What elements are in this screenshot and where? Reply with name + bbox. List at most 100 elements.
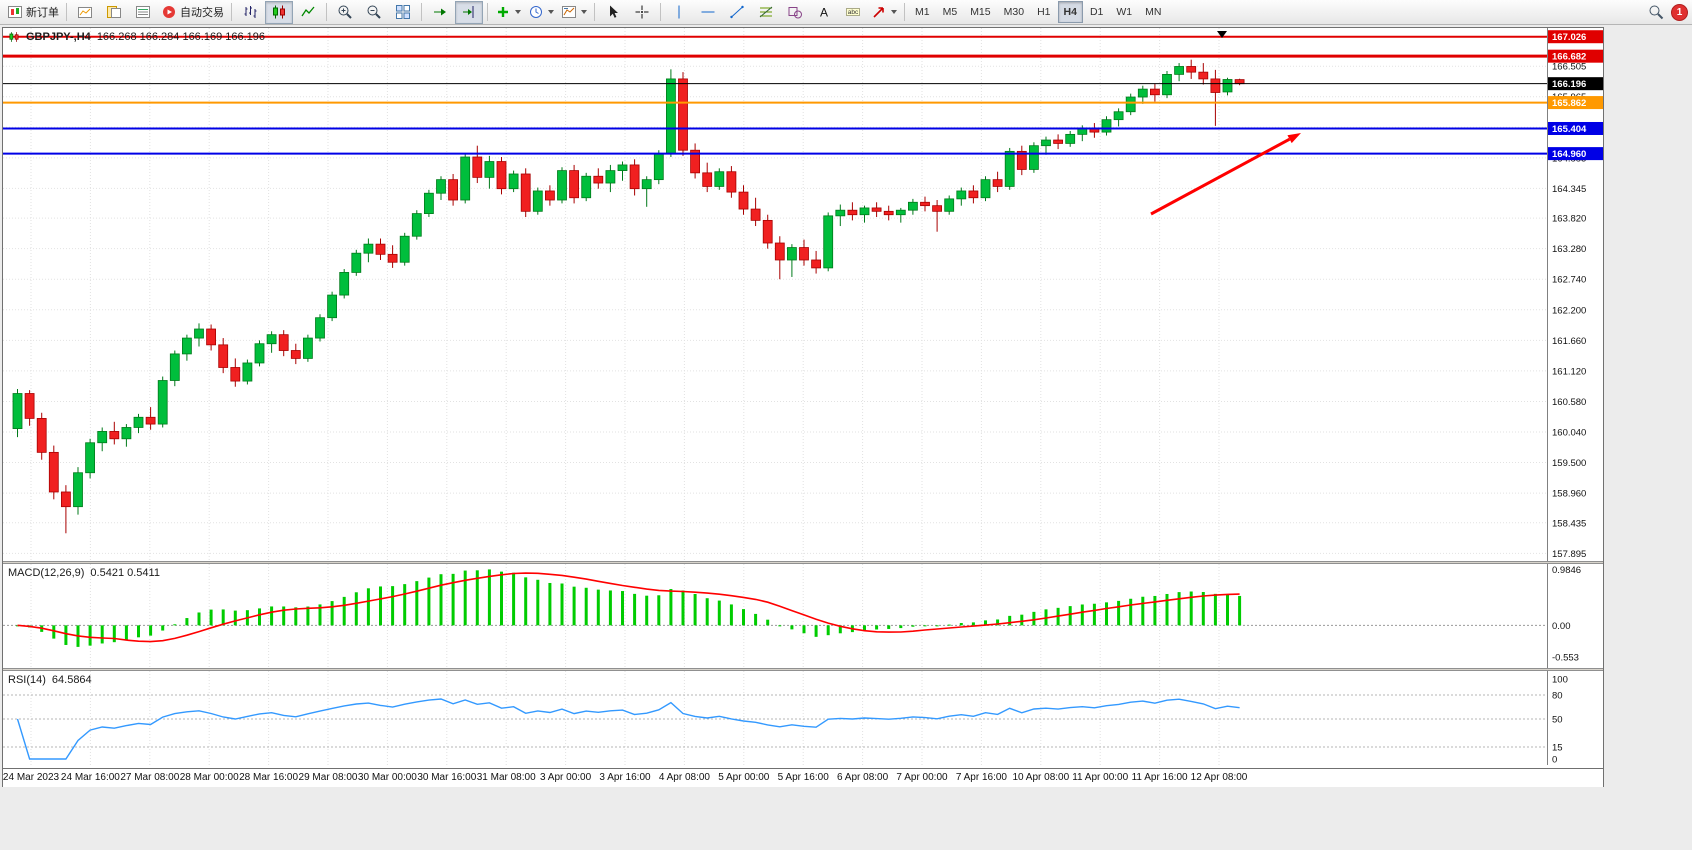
cursor-button[interactable] <box>599 1 627 24</box>
templates-button[interactable] <box>558 1 590 24</box>
main-price-pane[interactable]: 166.505165.965165.425164.885164.345163.8… <box>3 28 1603 561</box>
toolbar-separator <box>904 3 905 21</box>
toolbar-separator <box>66 3 67 21</box>
svg-text:-0.553: -0.553 <box>1552 652 1579 663</box>
chart-shift-button[interactable] <box>455 0 483 24</box>
time-axis[interactable]: 24 Mar 2023 24 Mar 16:00 27 Mar 08:00 28 Ma… <box>3 768 1603 787</box>
svg-text:158.960: 158.960 <box>1552 489 1586 500</box>
svg-text:A: A <box>820 6 828 20</box>
svg-text:15: 15 <box>1552 743 1563 754</box>
crosshair-button[interactable] <box>628 1 656 24</box>
trendline-tool-button[interactable] <box>723 1 751 24</box>
crosshair-icon <box>634 4 650 20</box>
chart-shift-icon <box>461 4 477 20</box>
toolbar-separator <box>660 3 661 21</box>
shift-marker-icon <box>1217 31 1227 38</box>
price-badge <box>1548 30 1603 44</box>
x-axis-label: 30 Mar 16:00 <box>417 772 477 783</box>
toolbar-separator <box>594 3 595 21</box>
timeframe-d1-button[interactable]: D1 <box>1089 6 1104 18</box>
new-order-label: 新订单 <box>26 7 59 19</box>
arrow-tool-icon <box>871 4 887 20</box>
autotrading-button[interactable]: 自动交易 <box>158 1 227 24</box>
chart-symbol-icon <box>8 31 20 43</box>
notification-badge[interactable]: 1 <box>1671 3 1688 21</box>
x-axis-label: 28 Mar 16:00 <box>239 772 299 783</box>
bar-chart-button[interactable] <box>236 1 264 24</box>
new-chart-button[interactable] <box>71 1 99 24</box>
candlestick-chart-button[interactable] <box>265 0 293 24</box>
price-badge <box>1548 77 1603 91</box>
price-badge <box>1548 121 1603 135</box>
x-axis-label: 11 Apr 00:00 <box>1072 772 1129 783</box>
x-axis-label: 7 Apr 16:00 <box>955 772 1007 783</box>
svg-text:163.820: 163.820 <box>1552 214 1586 225</box>
svg-text:166.682: 166.682 <box>1552 52 1586 63</box>
toolbar: 新订单 自动交易 A abc M1 M5 M15 M30 H1 H4 D1 W1… <box>0 0 1692 25</box>
rsi-line <box>16 698 1240 760</box>
zoom-out-button[interactable] <box>360 1 388 24</box>
timeframe-h4-button[interactable]: H4 <box>1057 1 1083 23</box>
pane-separator[interactable] <box>3 561 1603 564</box>
shapes-tool-button[interactable] <box>781 1 809 24</box>
price-badge <box>1548 147 1603 161</box>
x-axis-label: 7 Apr 00:00 <box>896 772 948 783</box>
tile-windows-button[interactable] <box>389 1 417 24</box>
macd-indicator-name: MACD(12,26,9) <box>8 567 85 579</box>
macd-histogram <box>16 569 1242 647</box>
svg-text:161.120: 161.120 <box>1552 366 1586 377</box>
macd-signal-line <box>17 572 1240 643</box>
vertical-line-tool-button[interactable] <box>665 1 693 24</box>
periods-button[interactable] <box>525 1 557 24</box>
svg-text:80: 80 <box>1552 691 1563 702</box>
label-icon: abc <box>845 4 861 20</box>
timeframe-m30-button[interactable]: M30 <box>1003 6 1025 18</box>
zoom-in-button[interactable] <box>331 1 359 24</box>
svg-text:165.862: 165.862 <box>1552 98 1586 109</box>
svg-text:100: 100 <box>1552 675 1568 686</box>
horizontal-line-tool-button[interactable] <box>694 1 722 24</box>
trendline-icon <box>729 4 745 20</box>
auto-scroll-button[interactable] <box>426 1 454 24</box>
x-axis-label: 5 Apr 16:00 <box>777 772 829 783</box>
svg-text:167.026: 167.026 <box>1552 32 1586 43</box>
new-chart-icon <box>77 4 93 20</box>
timeframe-m5-button[interactable]: M5 <box>942 6 958 18</box>
x-axis-label: 24 Mar 16:00 <box>60 772 120 783</box>
svg-text:166.196: 166.196 <box>1552 79 1586 90</box>
auto-scroll-icon <box>432 4 448 20</box>
x-axis-label: 24 Mar 2023 <box>2 772 60 783</box>
indicators-button[interactable] <box>492 1 524 24</box>
timeframe-m15-button[interactable]: M15 <box>970 6 991 18</box>
pane-separator[interactable] <box>3 668 1603 671</box>
vertical-line-icon <box>671 4 687 20</box>
svg-text:165.404: 165.404 <box>1552 124 1587 135</box>
arrows-tool-button[interactable] <box>868 1 900 24</box>
chart-title: GBPJPY-,H4 166.268 166.284 166.169 166.1… <box>8 31 265 43</box>
fibonacci-tool-button[interactable] <box>752 1 780 24</box>
timeframe-w1-button[interactable]: W1 <box>1116 6 1133 18</box>
data-window-button[interactable] <box>129 1 157 24</box>
svg-text:162.200: 162.200 <box>1552 305 1586 316</box>
annotation-arrow <box>1150 137 1291 216</box>
x-axis-label: 30 Mar 00:00 <box>357 772 417 783</box>
timeframe-mn-button[interactable]: MN <box>1145 6 1162 18</box>
label-tool-button[interactable]: abc <box>839 1 867 24</box>
svg-text:0.9846: 0.9846 <box>1552 565 1581 576</box>
fibonacci-icon <box>758 4 774 20</box>
macd-pane[interactable]: 0.9846 0.00 -0.553 <box>3 564 1603 668</box>
x-axis-label: 12 Apr 08:00 <box>1190 772 1248 783</box>
x-axis-label: 29 Mar 08:00 <box>298 772 358 783</box>
line-chart-button[interactable] <box>294 1 322 24</box>
shapes-icon <box>787 4 803 20</box>
new-order-button[interactable]: 新订单 <box>4 1 62 24</box>
rsi-pane[interactable]: 100 80 50 150 <box>3 671 1603 765</box>
timeframe-h1-button[interactable]: H1 <box>1037 6 1051 18</box>
svg-text:160.580: 160.580 <box>1552 397 1586 408</box>
toolbar-separator <box>421 3 422 21</box>
profiles-button[interactable] <box>100 1 128 24</box>
timeframe-m1-button[interactable]: M1 <box>915 6 930 18</box>
text-tool-button[interactable]: A <box>810 1 838 24</box>
macd-indicator-values: 0.5421 0.5411 <box>90 567 160 579</box>
search-button[interactable] <box>1642 1 1670 24</box>
